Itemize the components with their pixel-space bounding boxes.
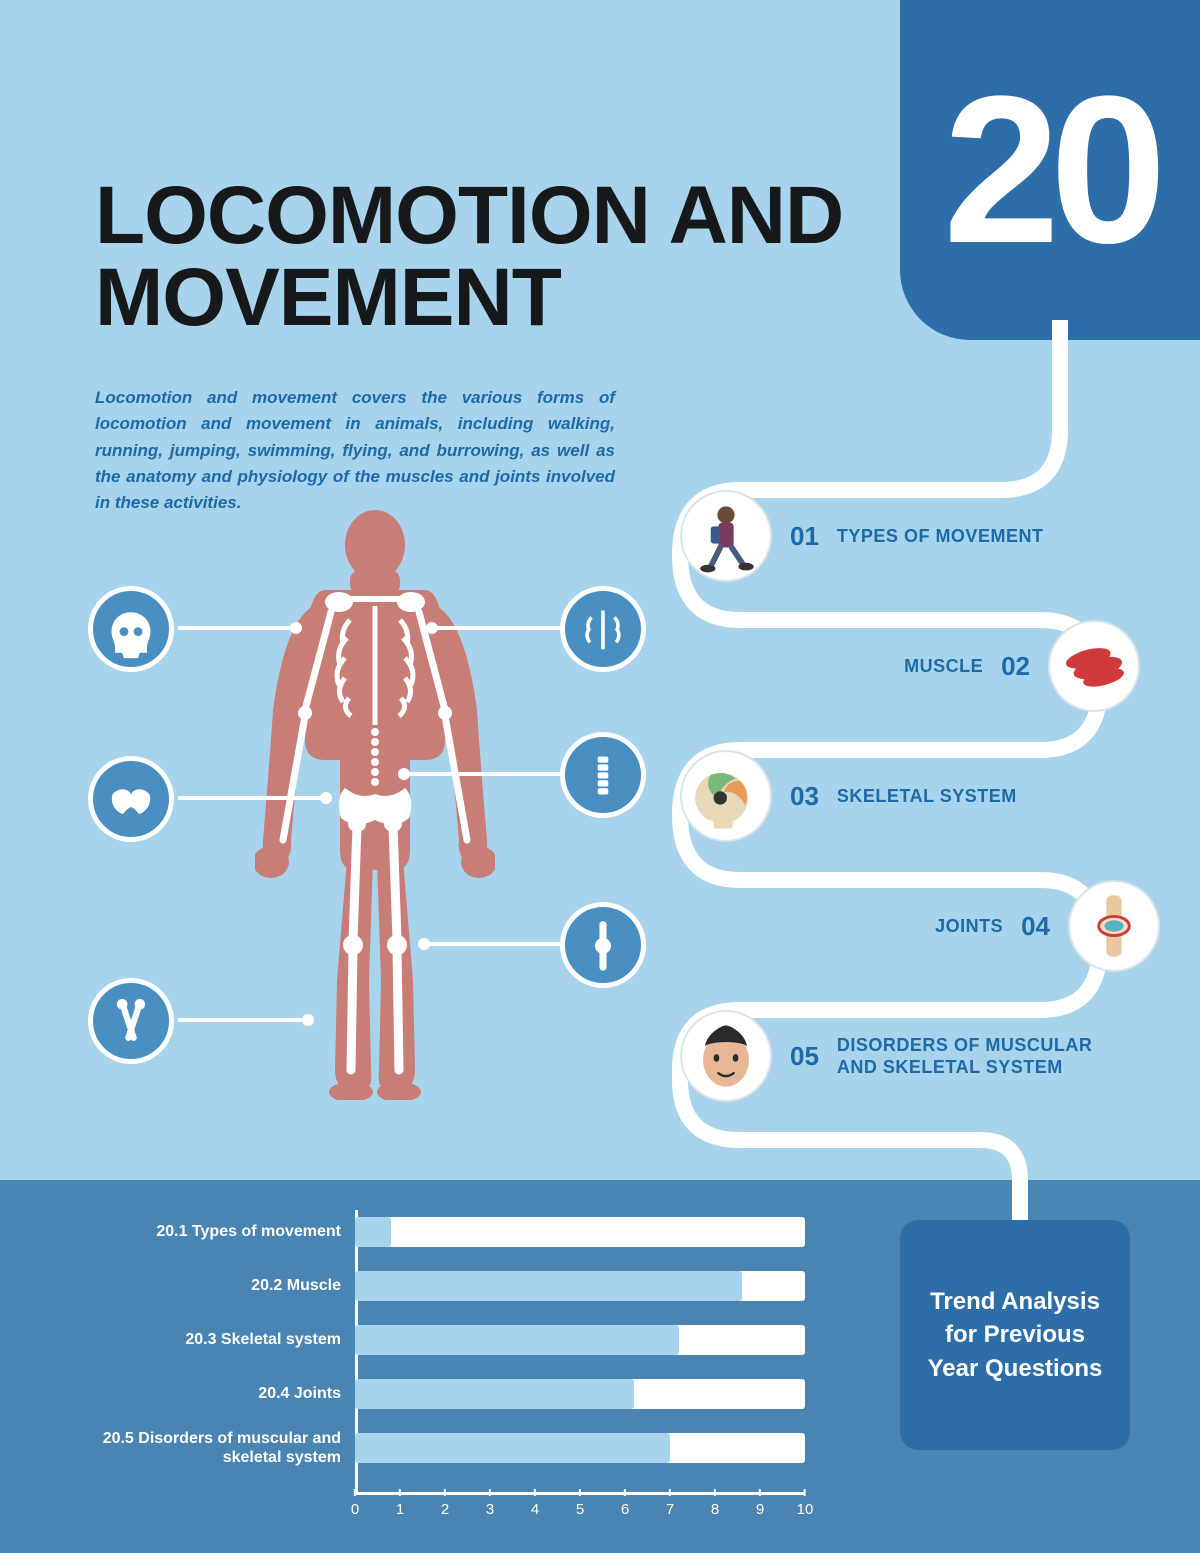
- chart-row: 20.4 Joints: [95, 1372, 825, 1416]
- chart-tick: 4: [531, 1501, 539, 1518]
- chart-tick: 1: [396, 1501, 404, 1518]
- trend-chart: 20.1 Types of movement 20.2 Muscle 20.3 Sk…: [95, 1210, 825, 1520]
- topic-label: TYPES OF MOVEMENT: [837, 525, 1044, 548]
- chart-row-label: 20.4 Joints: [95, 1384, 355, 1403]
- chart-bar-fill: [355, 1271, 742, 1301]
- chart-tick: 6: [621, 1501, 629, 1518]
- chart-row-label: 20.3 Skeletal system: [95, 1330, 355, 1349]
- topic-item-03: 03 SKELETAL SYSTEM: [680, 750, 1017, 842]
- chart-row-label: 20.5 Disorders of muscular and skeletal …: [95, 1429, 355, 1467]
- topic-number: 02: [1001, 651, 1030, 682]
- chapter-cover-page: 20 LOCOMOTION AND MOVEMENT Locomotion an…: [0, 0, 1200, 1553]
- chart-bar-track: [355, 1217, 805, 1247]
- topic-icon: [680, 490, 772, 582]
- topic-icon: [680, 1010, 772, 1102]
- callout-pelvis: [88, 756, 174, 842]
- topic-number: 04: [1021, 911, 1050, 942]
- chart-row: 20.5 Disorders of muscular and skeletal …: [95, 1426, 825, 1470]
- chart-bar-fill: [355, 1217, 391, 1247]
- chapter-badge: 20: [900, 0, 1200, 340]
- chart-bar-track: [355, 1379, 805, 1409]
- topic-label: JOINTS: [935, 915, 1003, 938]
- callout-femur: [88, 978, 174, 1064]
- callout-line: [424, 942, 560, 946]
- callout-knee: [560, 902, 646, 988]
- chart-bar-fill: [355, 1433, 670, 1463]
- callout-line: [178, 626, 296, 630]
- topic-item-01: 01 TYPES OF MOVEMENT: [680, 490, 1043, 582]
- title-line-1: LOCOMOTION AND: [95, 170, 843, 261]
- topic-label: MUSCLE: [904, 655, 983, 678]
- human-body-svg: [255, 510, 495, 1100]
- chart-bar-fill: [355, 1379, 634, 1409]
- topic-number: 05: [790, 1041, 819, 1072]
- chart-row: 20.3 Skeletal system: [95, 1318, 825, 1362]
- chart-row-label: 20.1 Types of movement: [95, 1222, 355, 1241]
- chart-bar-track: [355, 1325, 805, 1355]
- chapter-number: 20: [943, 49, 1157, 291]
- chart-bar-fill: [355, 1325, 679, 1355]
- chart-row: 20.1 Types of movement: [95, 1210, 825, 1254]
- callout-line: [178, 796, 326, 800]
- topic-item-02: 02 MUSCLE: [860, 620, 1140, 712]
- chart-section: 20.1 Types of movement 20.2 Muscle 20.3 Sk…: [0, 1180, 1200, 1553]
- chart-bar-track: [355, 1433, 805, 1463]
- topic-number: 03: [790, 781, 819, 812]
- chart-tick: 8: [711, 1501, 719, 1518]
- topic-icon: [1048, 620, 1140, 712]
- callout-spine: [560, 732, 646, 818]
- intro-paragraph: Locomotion and movement covers the vario…: [95, 385, 615, 517]
- callout-skull: [88, 586, 174, 672]
- callout-line: [178, 1018, 308, 1022]
- topic-label: DISORDERS OF MUSCULARAND SKELETAL SYSTEM: [837, 1034, 1093, 1079]
- topic-item-05: 05 DISORDERS OF MUSCULARAND SKELETAL SYST…: [680, 1010, 1092, 1102]
- chart-tick: 3: [486, 1501, 494, 1518]
- human-skeleton-figure: [60, 510, 680, 1150]
- chart-tick: 0: [351, 1501, 359, 1518]
- chart-tick: 10: [797, 1501, 814, 1518]
- callout-line: [432, 626, 560, 630]
- topic-number: 01: [790, 521, 819, 552]
- chart-row: 20.2 Muscle: [95, 1264, 825, 1308]
- chart-tick: 5: [576, 1501, 584, 1518]
- topic-item-04: 04 JOINTS: [880, 880, 1160, 972]
- topic-icon: [680, 750, 772, 842]
- topic-label: SKELETAL SYSTEM: [837, 785, 1017, 808]
- chart-tick: 2: [441, 1501, 449, 1518]
- callout-line: [404, 772, 560, 776]
- callout-ribs: [560, 586, 646, 672]
- chart-row-label: 20.2 Muscle: [95, 1276, 355, 1295]
- chart-x-axis: 012345678910: [355, 1492, 805, 1520]
- trend-analysis-title: Trend Analysis for Previous Year Questio…: [924, 1285, 1106, 1386]
- chart-tick: 7: [666, 1501, 674, 1518]
- chart-bar-track: [355, 1271, 805, 1301]
- page-title: LOCOMOTION AND MOVEMENT: [95, 175, 843, 339]
- title-line-2: MOVEMENT: [95, 252, 561, 343]
- chart-rows: 20.1 Types of movement 20.2 Muscle 20.3 Sk…: [95, 1210, 825, 1470]
- trend-analysis-box: Trend Analysis for Previous Year Questio…: [900, 1220, 1130, 1450]
- topic-icon: [1068, 880, 1160, 972]
- chart-tick: 9: [756, 1501, 764, 1518]
